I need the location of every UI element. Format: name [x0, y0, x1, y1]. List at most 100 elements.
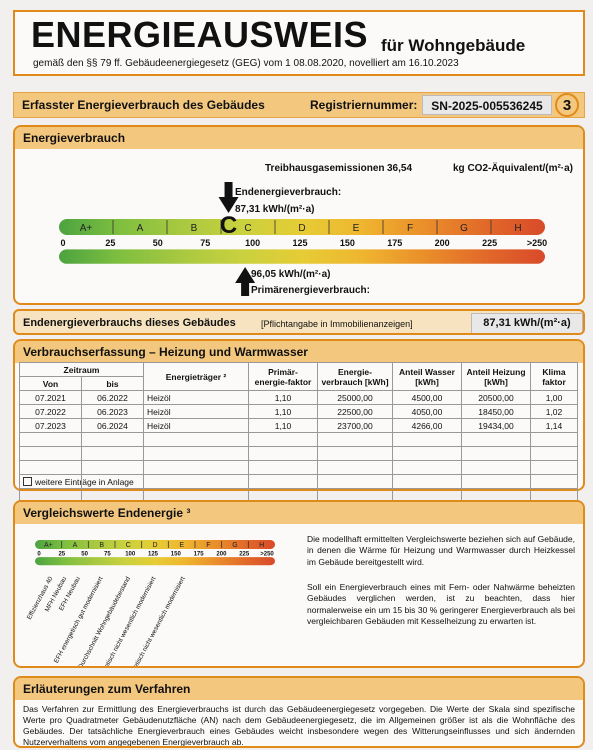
cmp-tick-label: 150	[171, 551, 182, 557]
consumption-table: Zeitraum Energieträger ² Primär-energie-…	[19, 362, 578, 503]
energy-panel: Energieverbrauch Treibhausgasemissionen …	[13, 125, 585, 305]
table-cell: 4266,00	[392, 418, 462, 433]
main-band-bottom	[59, 249, 545, 264]
end-energy-label: Endenergieverbrauch:	[235, 187, 342, 198]
comparison-panel: Vergleichswerte Endenergie ³ A+ A B C D E F G H 0…	[13, 500, 585, 668]
explanation-text: Das Verfahren zur Ermittlung des Energie…	[23, 704, 575, 748]
table-cell: 1,10	[248, 390, 318, 405]
table-cell: 07.2022	[19, 404, 82, 419]
main-class-label: B	[191, 223, 198, 234]
cmp-band-top	[35, 540, 275, 549]
table-cell	[317, 446, 393, 461]
table-cell	[81, 446, 144, 461]
end-energy-value: 87,31 kWh/(m²·a)	[235, 204, 315, 215]
col-verbrauch: Energie-verbrauch [kWh]	[317, 362, 393, 391]
endenergy-summary-label: Endenergieverbrauchs dieses Gebäudes	[23, 317, 236, 329]
main-class-label: A	[137, 223, 144, 234]
table-cell: 4500,00	[392, 390, 462, 405]
main-band-top	[59, 219, 545, 235]
cmp-tick-label: 225	[239, 551, 250, 557]
endenergy-summary-row: Endenergieverbrauchs dieses Gebäudes [Pf…	[13, 309, 585, 335]
endenergy-summary-value: 87,31 kWh/(m²·a)	[471, 313, 583, 333]
ghg-value: 36,54	[387, 163, 413, 174]
cmp-tick-label: 100	[125, 551, 136, 557]
cmp-band-bottom	[35, 557, 275, 566]
table-row	[19, 474, 578, 489]
cmp-class-label: A+	[44, 542, 53, 549]
table-cell	[392, 460, 462, 475]
section-bar: Erfasster Energieverbrauch des Gebäudes …	[13, 92, 585, 118]
explanation-title: Erläuterungen zum Verfahren	[15, 678, 583, 700]
main-tick-label: 25	[105, 238, 115, 248]
primary-arrow-head	[235, 267, 256, 283]
consumption-title: Verbrauchserfassung – Heizung und Warmwa…	[15, 341, 583, 363]
main-tick-label: 0	[60, 238, 65, 248]
end-arrow-shaft	[224, 182, 233, 198]
table-cell	[143, 460, 249, 475]
table-row	[19, 432, 578, 447]
table-cell: 4050,00	[392, 404, 462, 419]
col-energietraeger: Energieträger ²	[143, 362, 249, 391]
table-row	[19, 460, 578, 475]
table-cell: 06.2023	[81, 404, 144, 419]
main-tick-label: 150	[340, 238, 355, 248]
main-class-label: E	[353, 223, 360, 234]
col-faktor: Primär-energie-faktor	[248, 362, 318, 391]
main-tick-label: 100	[245, 238, 260, 248]
cmp-class-label: H	[259, 542, 264, 549]
table-row	[19, 446, 578, 461]
table-cell	[461, 460, 531, 475]
comparison-reference-label: Durchschnitt Wohngebäudebestand	[77, 575, 132, 666]
cmp-tick-label: 50	[81, 551, 88, 557]
table-cell	[143, 432, 249, 447]
table-cell	[143, 446, 249, 461]
table-cell: 25000,00	[317, 390, 393, 405]
table-cell: 06.2024	[81, 418, 144, 433]
page-number-badge: 3	[555, 93, 579, 117]
table-cell	[392, 446, 462, 461]
table-cell	[530, 474, 578, 489]
comparison-title: Vergleichswerte Endenergie ³	[15, 502, 583, 524]
table-cell	[461, 446, 531, 461]
table-cell: 18450,00	[461, 404, 531, 419]
primary-arrow-shaft	[241, 282, 250, 296]
main-class-label: G	[460, 223, 468, 234]
table-row	[19, 488, 578, 503]
table-cell: 06.2022	[81, 390, 144, 405]
cmp-class-label: C	[126, 542, 131, 549]
main-tick-label: 75	[200, 238, 210, 248]
comparison-scale: A+ A B C D E F G H0 25 50 75 100 125 150 175 200 225 >250E…	[26, 540, 275, 666]
table-row: 07.2022 06.2023 Heizöl 1,10 22500,00 4050,00 1…	[19, 404, 578, 419]
col-bis: bis	[81, 376, 144, 391]
table-cell	[530, 446, 578, 461]
comparison-text-2: Soll ein Energieverbrauch eines mit Fern…	[307, 582, 575, 627]
cmp-class-label: D	[152, 542, 157, 549]
cmp-tick-label: 125	[148, 551, 159, 557]
table-cell	[248, 474, 318, 489]
table-cell: 23700,00	[317, 418, 393, 433]
table-cell	[248, 446, 318, 461]
table-cell	[248, 460, 318, 475]
table-cell	[81, 474, 144, 489]
table-cell	[317, 474, 393, 489]
certificate-header: ENERGIEAUSWEIS für Wohngebäude gemäß den…	[13, 10, 585, 76]
table-cell	[317, 460, 393, 475]
cmp-tick-label: 0	[37, 551, 41, 557]
table-cell	[81, 432, 144, 447]
col-heizung: Anteil Heizung [kWh]	[461, 362, 531, 391]
table-cell: 1,02	[530, 404, 578, 419]
section-title: Erfasster Energieverbrauch des Gebäudes	[22, 98, 265, 112]
table-cell	[19, 474, 82, 489]
ghg-unit: kg CO2-Äquivalent/(m²·a)	[453, 163, 574, 174]
comparison-text-1: Die modellhaft ermittelten Vergleichswer…	[307, 534, 575, 567]
table-cell: 20500,00	[461, 390, 531, 405]
table-cell	[530, 432, 578, 447]
registration-number: SN-2025-005536245	[422, 95, 552, 115]
table-row: 07.2021 06.2022 Heizöl 1,10 25000,00 4500,00 2…	[19, 390, 578, 405]
col-von: Von	[19, 376, 82, 391]
explanation-panel: Erläuterungen zum Verfahren Das Verfahre…	[13, 676, 585, 748]
cmp-class-label: F	[206, 542, 210, 549]
table-cell	[392, 432, 462, 447]
main-class-label: H	[514, 223, 521, 234]
